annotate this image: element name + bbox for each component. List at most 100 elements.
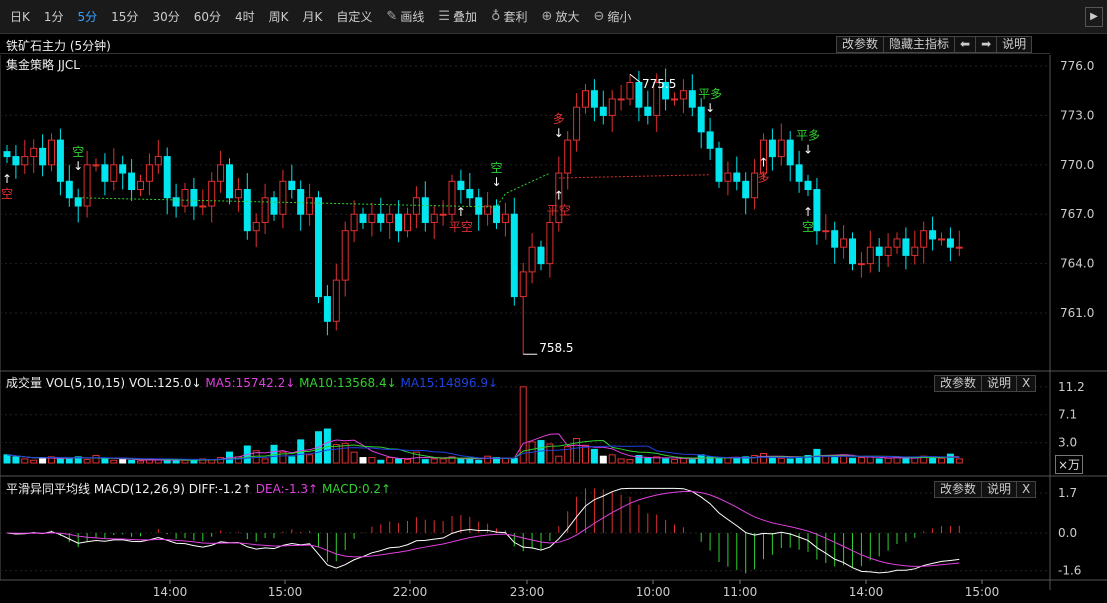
candle-up bbox=[208, 180, 216, 207]
volume-bar bbox=[733, 457, 741, 464]
arbitrage-button[interactable]: ♁ 套利 bbox=[491, 8, 528, 25]
volume-bar bbox=[439, 458, 447, 464]
candle-down bbox=[243, 189, 251, 232]
candle-up bbox=[252, 221, 260, 232]
candle-up bbox=[92, 164, 100, 167]
volume-params-button[interactable]: 改参数 bbox=[934, 375, 983, 392]
volume-bar bbox=[653, 456, 661, 464]
right-arrow-button[interactable]: ➡ bbox=[975, 36, 998, 53]
volume-bar bbox=[466, 458, 474, 464]
money-bag-icon: ♁ bbox=[491, 9, 501, 24]
volume-bar bbox=[822, 455, 830, 464]
volume-bar bbox=[510, 457, 518, 464]
volume-bar bbox=[582, 444, 589, 464]
candle-down bbox=[706, 131, 714, 149]
candle-down bbox=[768, 139, 776, 158]
period-15min[interactable]: 15分 bbox=[111, 10, 139, 24]
candle-down bbox=[697, 106, 705, 133]
volume-bar bbox=[306, 454, 314, 464]
signal-label: 空 bbox=[1, 187, 13, 201]
volume-legend: 成交量 VOL(5,10,15) VOL:125.0↓ MA5:15742.2↓… bbox=[6, 374, 498, 391]
period-custom[interactable]: 自定义 bbox=[336, 10, 373, 24]
candle-up bbox=[893, 238, 901, 248]
candle-up bbox=[884, 246, 892, 256]
signal-label: 空 bbox=[802, 220, 814, 234]
macd-close-button[interactable]: X bbox=[1016, 481, 1037, 498]
volume-bar bbox=[590, 448, 598, 464]
period-30min[interactable]: 30分 bbox=[152, 10, 180, 24]
candle-down bbox=[172, 197, 180, 207]
high-price-label: 775.5 bbox=[642, 77, 676, 91]
candle-up bbox=[840, 238, 848, 248]
macd-legend: 平滑异同平均线 MACD(12,26,9) DIFF:-1.2↑ DEA:-1.… bbox=[6, 480, 391, 497]
period-week[interactable]: 周K bbox=[268, 10, 289, 24]
price-tick-label: 761.0 bbox=[1060, 306, 1094, 320]
candle-down bbox=[929, 230, 937, 240]
volume-bar bbox=[395, 458, 403, 464]
volume-bar bbox=[386, 457, 394, 464]
period-1min[interactable]: 1分 bbox=[43, 10, 64, 24]
hide-indicator-button[interactable]: 隐藏主指标 bbox=[883, 36, 956, 53]
candle-up bbox=[573, 106, 581, 141]
zoom-out-button[interactable]: ⊖ 缩小 bbox=[593, 8, 631, 25]
signal-label: 平多 bbox=[698, 87, 722, 101]
volume-bar bbox=[519, 386, 527, 464]
volume-bar bbox=[679, 457, 687, 464]
candle-up bbox=[555, 172, 563, 223]
candle-up bbox=[83, 164, 91, 207]
candle-up bbox=[21, 156, 29, 166]
candle-up bbox=[857, 263, 865, 266]
candle-up bbox=[671, 98, 678, 101]
period-60min[interactable]: 60分 bbox=[193, 10, 221, 24]
zoom-in-button[interactable]: ⊕ 放大 bbox=[542, 8, 580, 25]
volume-bar bbox=[368, 457, 376, 464]
candle-up bbox=[145, 164, 153, 182]
candle-up bbox=[617, 98, 625, 101]
macd-params-button[interactable]: 改参数 bbox=[934, 481, 983, 498]
macd-help-button[interactable]: 说明 bbox=[981, 481, 1018, 498]
candle-up bbox=[448, 180, 456, 215]
candle-up bbox=[582, 90, 589, 108]
candle-down bbox=[742, 180, 750, 199]
candle-up bbox=[777, 139, 785, 158]
candle-up bbox=[234, 189, 242, 199]
volume-bar bbox=[430, 458, 438, 464]
candle-up bbox=[484, 205, 492, 215]
volume-close-button[interactable]: X bbox=[1016, 375, 1037, 392]
candle-up bbox=[279, 180, 287, 215]
period-month[interactable]: 月K bbox=[302, 10, 323, 24]
volume-bar bbox=[849, 457, 856, 464]
candle-up bbox=[920, 230, 928, 248]
candle-down bbox=[493, 205, 500, 223]
volume-bar bbox=[501, 457, 509, 464]
arrow-up-icon: ↑ bbox=[2, 172, 12, 186]
arrow-down-icon: ↓ bbox=[554, 126, 564, 140]
volume-bar bbox=[706, 456, 714, 464]
main-params-button[interactable]: 改参数 bbox=[836, 36, 885, 53]
candle-up bbox=[822, 230, 830, 233]
volume-bar bbox=[760, 452, 767, 464]
volume-bar bbox=[65, 458, 73, 464]
draw-line-button[interactable]: ✎ 画线 bbox=[386, 8, 424, 25]
overlay-button[interactable]: ☰ 叠加 bbox=[438, 8, 477, 25]
volume-bar bbox=[288, 456, 296, 464]
left-arrow-button[interactable]: ⬅ bbox=[954, 36, 977, 53]
signal-label: 平空 bbox=[449, 220, 473, 234]
period-5min[interactable]: 5分 bbox=[77, 10, 98, 24]
candle-up bbox=[199, 205, 207, 208]
macd-tick-label: 0.0 bbox=[1058, 526, 1077, 540]
candle-down bbox=[786, 139, 794, 166]
volume-bar bbox=[751, 455, 759, 464]
arrow-up-icon: ↑ bbox=[554, 188, 564, 202]
price-tick-label: 764.0 bbox=[1060, 257, 1094, 271]
volume-help-button[interactable]: 说明 bbox=[981, 375, 1018, 392]
volume-bar bbox=[902, 458, 910, 464]
period-day[interactable]: 日K bbox=[10, 10, 30, 24]
main-help-button[interactable]: 说明 bbox=[996, 36, 1033, 53]
candle-up bbox=[528, 246, 536, 273]
toolbar-scroll-right[interactable]: ▶ bbox=[1085, 7, 1103, 27]
volume-bar bbox=[30, 459, 38, 464]
period-4h[interactable]: 4时 bbox=[235, 10, 255, 24]
candle-down bbox=[813, 189, 821, 232]
